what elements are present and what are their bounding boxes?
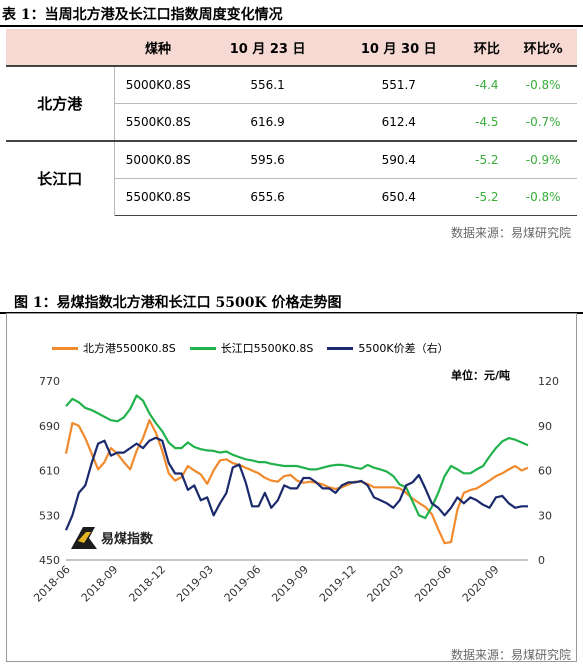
legend-swatch	[52, 346, 78, 350]
table-row: 5500K0.8S 616.9 612.4 -4.5 -0.7%	[6, 103, 577, 141]
port-label: 长江口	[6, 140, 115, 216]
change-pct: -0.7%	[509, 103, 577, 141]
x-axis-tick-label: 2019-03	[174, 563, 216, 605]
x-axis-tick-label: 2020-06	[412, 563, 454, 605]
left-axis-tick-label: 610	[39, 465, 60, 478]
chart-legend: 北方港5500K0.8S 长江口5500K0.8S 5500K价差（右）	[52, 340, 449, 356]
chart-title: 图 1：易煤指数北方港和长江口 5500K 价格走势图	[14, 295, 342, 311]
legend-label: 长江口5500K0.8S	[220, 342, 314, 355]
value-oct30: 551.7	[333, 65, 465, 104]
change-pct: -0.8%	[509, 178, 577, 216]
value-oct23: 556.1	[202, 65, 334, 104]
unit-label: 单位：元/吨	[451, 369, 511, 382]
change-pct: -0.8%	[509, 65, 577, 104]
change-pct: -0.9%	[509, 140, 577, 179]
left-axis-tick-label: 770	[39, 375, 60, 388]
table-row: 长江口 5000K0.8S 595.6 590.4 -5.2 -0.9%	[6, 140, 577, 216]
right-axis-tick-label: 30	[538, 509, 552, 522]
x-axis-tick-label: 2018-12	[126, 563, 168, 605]
value-oct30: 590.4	[333, 140, 465, 179]
change-value: -5.2	[464, 178, 510, 216]
value-oct23: 655.6	[202, 178, 334, 216]
table-source: 数据来源：易煤研究院	[450, 226, 571, 240]
value-oct23: 616.9	[202, 103, 334, 141]
header-date2: 10 月 30 日	[333, 29, 465, 66]
series-line	[64, 419, 529, 545]
x-axis-tick-label: 2019-09	[269, 563, 311, 605]
change-value: -4.4	[464, 65, 510, 104]
x-axis-tick-label: 2018-09	[79, 563, 121, 605]
right-axis-tick-label: 90	[538, 420, 552, 433]
change-value: -5.2	[464, 140, 510, 179]
right-axis-tick-label: 0	[538, 554, 545, 567]
chart-frame	[6, 313, 577, 662]
table-header-row: 煤种 10 月 23 日 10 月 30 日 环比 环比%	[6, 29, 577, 66]
table-row: 5500K0.8S 655.6 650.4 -5.2 -0.8%	[6, 178, 577, 216]
series-line	[64, 436, 528, 531]
legend-item: 长江口5500K0.8S	[189, 340, 314, 356]
legend-swatch	[327, 346, 354, 350]
right-axis-tick-label: 60	[538, 465, 552, 478]
right-axis-tick-label: 120	[538, 375, 559, 388]
header-date1: 10 月 23 日	[202, 29, 334, 66]
header-port	[6, 29, 114, 66]
header-coal: 煤种	[114, 29, 202, 66]
table-top-rule	[0, 25, 583, 27]
left-axis-tick-label: 450	[39, 554, 60, 567]
port-label: 北方港	[6, 65, 115, 141]
value-oct30: 612.4	[333, 103, 465, 141]
left-axis-tick-label: 690	[39, 420, 60, 433]
coal-type: 5500K0.8S	[114, 103, 202, 141]
change-value: -4.5	[464, 103, 510, 141]
header-change: 环比	[464, 29, 510, 66]
x-axis-tick-label: 2019-06	[222, 563, 264, 605]
chart-source: 数据来源：易煤研究院	[450, 648, 571, 662]
x-axis-tick-label: 2019-12	[317, 563, 359, 605]
legend-swatch	[189, 346, 216, 350]
value-oct23: 595.6	[202, 140, 334, 179]
brand-logo: 易煤指数	[69, 523, 189, 553]
legend-label: 北方港5500K0.8S	[83, 342, 176, 355]
logo-mark-icon	[71, 527, 97, 549]
x-axis-tick-label: 2020-03	[365, 563, 407, 605]
coal-type: 5500K0.8S	[114, 178, 202, 216]
legend-label: 5500K价差（右）	[358, 342, 449, 355]
table-row: 北方港 5000K0.8S 556.1 551.7 -4.4 -0.8%	[6, 65, 577, 141]
series-line	[65, 394, 529, 520]
coal-type: 5000K0.8S	[114, 65, 202, 104]
price-change-table: 煤种 10 月 23 日 10 月 30 日 环比 环比% 北方港 5000K0…	[6, 29, 577, 216]
logo-text: 易煤指数	[101, 532, 154, 547]
legend-item: 5500K价差（右）	[327, 340, 449, 356]
value-oct30: 650.4	[333, 178, 465, 216]
coal-type: 5000K0.8S	[114, 140, 202, 179]
legend-item: 北方港5500K0.8S	[52, 340, 176, 356]
x-axis-tick-label: 2018-06	[31, 563, 73, 605]
header-change-pct: 环比%	[509, 29, 577, 66]
left-axis-tick-label: 530	[39, 509, 60, 522]
x-axis-tick-label: 2020-09	[460, 563, 502, 605]
table-title: 表 1：当周北方港及长江口指数周度变化情况	[2, 7, 283, 23]
